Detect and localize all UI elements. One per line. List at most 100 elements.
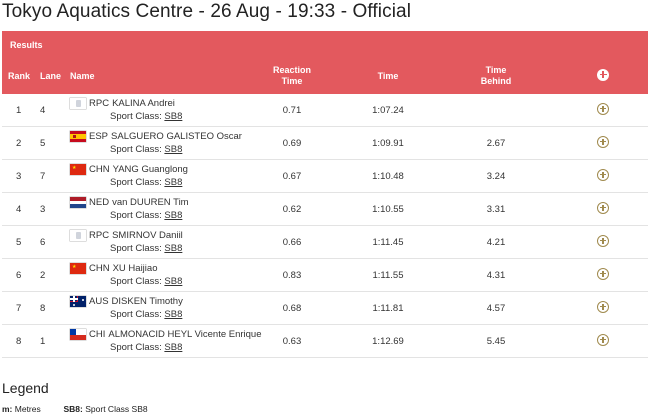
time-cell: 1:10.48	[342, 159, 434, 193]
rank-cell: 8	[2, 324, 40, 358]
athlete-name: SALGUERO GALISTEO Oscar	[111, 131, 242, 142]
lane-cell: 2	[40, 258, 70, 292]
expand-row-button[interactable]	[558, 126, 649, 160]
rank-cell: 3	[2, 159, 40, 193]
results-table: Results Rank Lane Name Reaction Time Time…	[2, 31, 649, 358]
noc-code: RPC	[89, 230, 110, 241]
legend-value: Metres	[14, 404, 41, 414]
noc-code: CHI	[89, 329, 106, 340]
time-behind-cell: 3.31	[434, 192, 558, 226]
rank-cell: 4	[2, 192, 40, 226]
athlete-name: ALMONACID HEYL Vicente Enrique	[108, 329, 262, 340]
time-cell: 1:11.81	[342, 291, 434, 325]
time-cell: 1:07.24	[342, 94, 434, 127]
sport-class-link[interactable]: SB8	[164, 177, 183, 188]
expand-row-button[interactable]	[558, 258, 649, 292]
plus-circle-icon[interactable]	[597, 234, 610, 247]
sport-class-link[interactable]: SB8	[164, 342, 183, 353]
noc-code: RPC	[89, 98, 110, 109]
rpc-flag-icon	[70, 230, 86, 241]
plus-circle-icon[interactable]	[597, 333, 610, 346]
chn-flag-icon: ★	[70, 263, 86, 274]
lane-cell: 5	[40, 126, 70, 160]
athlete-cell: ★ CHN YANG Guanglong Sport Class: SB8	[70, 159, 242, 193]
plus-circle-icon[interactable]	[597, 68, 610, 81]
expand-row-button[interactable]	[558, 324, 649, 358]
expand-row-button[interactable]	[558, 192, 649, 226]
time-cell: 1:12.69	[342, 324, 434, 358]
col-name: Name	[70, 70, 95, 81]
table-row: 3 7 ★ CHN YANG Guanglong Sport Class: SB8 0.67…	[2, 159, 649, 193]
legend-key: m:	[2, 404, 13, 414]
table-row: 6 2 ★ CHN XU Haijiao Sport Class: SB8 0.83 1:11…	[2, 258, 649, 292]
lane-cell: 4	[40, 94, 70, 127]
col-lane: Lane	[40, 70, 62, 81]
sport-class-label: Sport Class:	[110, 309, 162, 320]
table-row: 4 3 NED van DUUREN Tim Sport Class: SB8 0.62 1…	[2, 192, 649, 226]
expand-all-button[interactable]	[558, 58, 648, 94]
reaction-time-cell: 0.62	[242, 192, 342, 226]
legend-items: m: Metres SB8: Sport Class SB8	[2, 404, 148, 414]
time-cell: 1:09.91	[342, 126, 434, 160]
col-reaction-time: Reaction Time	[272, 65, 311, 86]
col-time-behind: Time Behind	[480, 65, 512, 86]
lane-cell: 3	[40, 192, 70, 226]
reaction-time-cell: 0.71	[242, 94, 342, 127]
time-cell: 1:11.45	[342, 225, 434, 259]
results-label: Results	[10, 39, 43, 50]
reaction-time-cell: 0.83	[242, 258, 342, 292]
plus-circle-icon[interactable]	[597, 168, 610, 181]
plus-circle-icon[interactable]	[597, 300, 610, 313]
athlete-name: XU Haijiao	[112, 263, 158, 274]
plus-circle-icon[interactable]	[597, 102, 610, 115]
reaction-time-cell: 0.66	[242, 225, 342, 259]
noc-code: CHN	[89, 263, 110, 274]
expand-row-button[interactable]	[558, 94, 649, 127]
sport-class-link[interactable]: SB8	[164, 210, 183, 221]
lane-cell: 8	[40, 291, 70, 325]
athlete-cell: RPC KALINA Andrei Sport Class: SB8	[70, 94, 242, 127]
sport-class-link[interactable]: SB8	[164, 243, 183, 254]
athlete-name: van DUUREN Tim	[112, 197, 189, 208]
athlete-name: DISKEN Timothy	[111, 296, 183, 307]
expand-row-button[interactable]	[558, 225, 649, 259]
time-behind-cell: 2.67	[434, 126, 558, 160]
legend-key: SB8:	[63, 404, 83, 414]
table-row: 5 6 RPC SMIRNOV Daniil Sport Class: SB8 0.66 1…	[2, 225, 649, 259]
table-row: 8 1 CHI ALMONACID HEYL Vicente Enrique Sport…	[2, 324, 649, 358]
time-behind-cell	[434, 94, 558, 127]
sport-class-link[interactable]: SB8	[164, 111, 183, 122]
reaction-time-cell: 0.69	[242, 126, 342, 160]
plus-circle-icon[interactable]	[597, 135, 610, 148]
reaction-time-cell: 0.68	[242, 291, 342, 325]
sport-class-label: Sport Class:	[110, 177, 162, 188]
sport-class-label: Sport Class:	[110, 144, 162, 155]
sport-class-link[interactable]: SB8	[164, 309, 183, 320]
table-row: 1 4 RPC KALINA Andrei Sport Class: SB8 0.71 1:…	[2, 94, 649, 127]
chn-flag-icon: ★	[70, 164, 86, 175]
time-behind-cell: 5.45	[434, 324, 558, 358]
expand-row-button[interactable]	[558, 291, 649, 325]
athlete-cell: CHI ALMONACID HEYL Vicente Enrique Sport C…	[70, 324, 262, 358]
rank-cell: 6	[2, 258, 40, 292]
table-row: 2 5 ESP SALGUERO GALISTEO Oscar Sport Class:…	[2, 126, 649, 160]
noc-code: CHN	[89, 164, 110, 175]
athlete-name: SMIRNOV Daniil	[112, 230, 183, 241]
time-behind-cell: 4.57	[434, 291, 558, 325]
sport-class-label: Sport Class:	[110, 111, 162, 122]
expand-row-button[interactable]	[558, 159, 649, 193]
sport-class-label: Sport Class:	[110, 342, 162, 353]
time-cell: 1:10.55	[342, 192, 434, 226]
rank-cell: 1	[2, 94, 40, 127]
lane-cell: 1	[40, 324, 70, 358]
chi-flag-icon	[70, 329, 86, 340]
sport-class-link[interactable]: SB8	[164, 276, 183, 287]
athlete-cell: ESP SALGUERO GALISTEO Oscar Sport Class: S…	[70, 126, 242, 160]
reaction-time-cell: 0.63	[242, 324, 342, 358]
noc-code: NED	[89, 197, 110, 208]
lane-cell: 7	[40, 159, 70, 193]
sport-class-link[interactable]: SB8	[164, 144, 183, 155]
plus-circle-icon[interactable]	[597, 201, 610, 214]
time-behind-cell: 3.24	[434, 159, 558, 193]
plus-circle-icon[interactable]	[597, 267, 610, 280]
